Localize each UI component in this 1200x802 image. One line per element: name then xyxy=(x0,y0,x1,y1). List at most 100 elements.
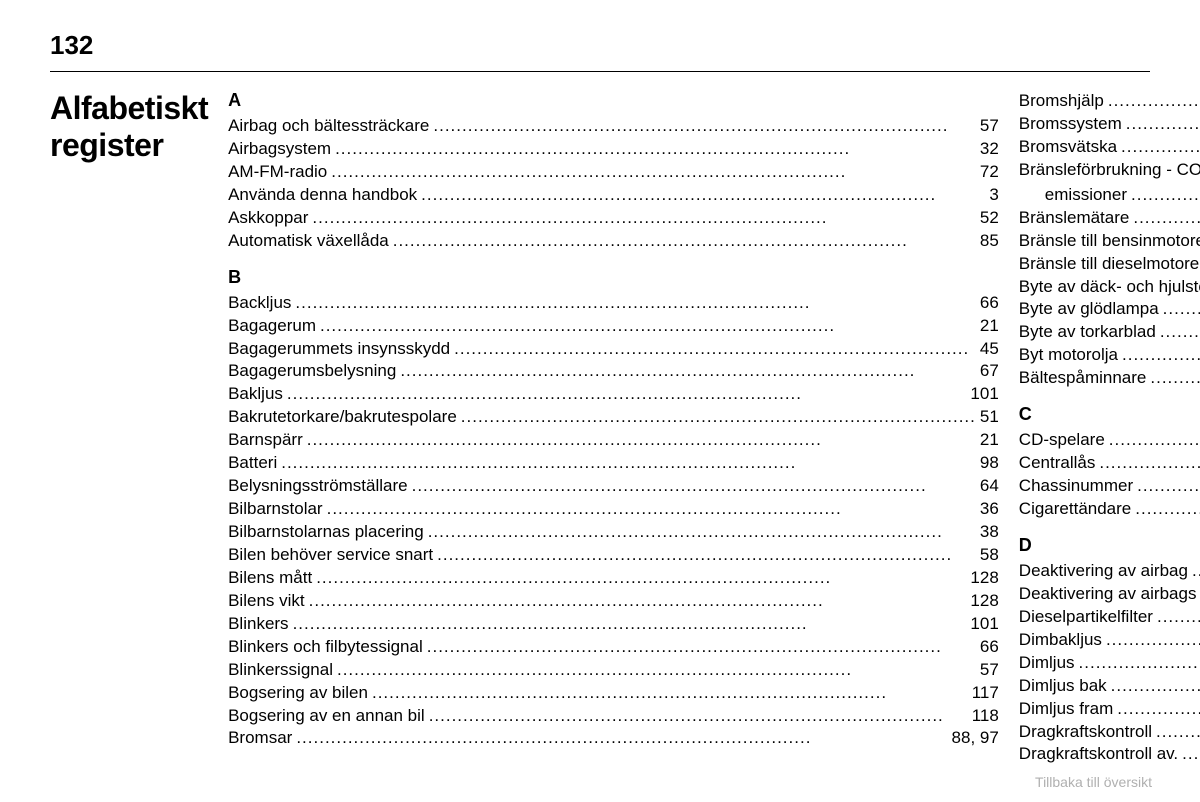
divider xyxy=(50,71,1150,72)
entry-text: Bogsering av en annan bil xyxy=(228,705,425,728)
leader-dots xyxy=(1111,675,1200,698)
index-entry: Byte av däck- och hjulstorlek109 xyxy=(1019,276,1200,299)
page-number: 132 xyxy=(50,30,1150,61)
leader-dots xyxy=(1137,475,1200,498)
entry-text: Bilens vikt xyxy=(228,590,305,613)
entry-text: Airbagsystem xyxy=(228,138,331,161)
leader-dots xyxy=(295,292,975,315)
index-entry: Byt motorolja60 xyxy=(1019,344,1200,367)
index-entry: Dimljus fram66 xyxy=(1019,698,1200,721)
leader-dots xyxy=(327,498,976,521)
leader-dots xyxy=(428,521,976,544)
entry-text: Dimljus fram xyxy=(1019,698,1113,721)
leader-dots xyxy=(1099,452,1200,475)
leader-dots xyxy=(1131,184,1200,207)
entry-text: Blinkers xyxy=(228,613,288,636)
index-entry: Bilens vikt128 xyxy=(228,590,999,613)
entry-text: Automatisk växellåda xyxy=(228,230,389,253)
columns: Alfabetiskt register AAirbag och bältess… xyxy=(50,90,1150,766)
leader-dots xyxy=(309,590,967,613)
index-entry: Dimljus bak61 xyxy=(1019,675,1200,698)
entry-text: Belysningsströmställare xyxy=(228,475,408,498)
entry-text: Blinkers och filbytessignal xyxy=(228,636,423,659)
leader-dots xyxy=(1109,429,1200,452)
index-entry: Bakrutetorkare/bakrutespolare51 xyxy=(228,406,999,429)
entry-text: Dimljus xyxy=(1019,652,1075,675)
entry-pages: 72 xyxy=(980,161,999,184)
index-entry: Bromsvätska97 xyxy=(1019,136,1200,159)
index-entry: Bromshjälp89 xyxy=(1019,90,1200,113)
entry-text: Byte av däck- och hjulstorlek xyxy=(1019,276,1200,299)
index-entry: Bränslemätare54 xyxy=(1019,207,1200,230)
index-entry: Airbagsystem32 xyxy=(228,138,999,161)
entry-text: Airbag och bältessträckare xyxy=(228,115,429,138)
entry-pages: 52 xyxy=(980,207,999,230)
index-entry: AM-FM-radio72 xyxy=(228,161,999,184)
leader-dots xyxy=(312,207,975,230)
entry-text: Bromsvätska xyxy=(1019,136,1117,159)
entry-text: Centrallås xyxy=(1019,452,1096,475)
footer-link[interactable]: Tillbaka till översikt xyxy=(1035,774,1152,790)
entry-text: Chassinummer xyxy=(1019,475,1133,498)
index-entry: Blinkers och filbytessignal66 xyxy=(228,636,999,659)
index-entry: Byte av glödlampa99 xyxy=(1019,298,1200,321)
leader-dots xyxy=(1157,606,1200,629)
entry-text: Bagagerumsbelysning xyxy=(228,360,396,383)
leader-dots xyxy=(1108,90,1200,113)
index-entry: Deaktivering av airbag57 xyxy=(1019,560,1200,583)
entry-pages: 58 xyxy=(980,544,999,567)
leader-dots xyxy=(1163,298,1200,321)
index-entry: Backljus66 xyxy=(228,292,999,315)
entry-text: Deaktivering av airbags xyxy=(1019,583,1197,606)
leader-dots xyxy=(1156,721,1200,744)
letter-heading: D xyxy=(1019,535,1200,556)
entry-pages: 118 xyxy=(972,705,999,728)
index-entry: Bromssystem58 xyxy=(1019,113,1200,136)
column-1: Alfabetiskt register xyxy=(50,90,208,766)
entry-pages: 117 xyxy=(972,682,999,705)
entry-pages: 57 xyxy=(980,115,999,138)
index-entry: Bilbarnstolarnas placering38 xyxy=(228,521,999,544)
leader-dots xyxy=(393,230,976,253)
entry-text: Bränsle till dieselmotorer xyxy=(1019,253,1200,276)
leader-dots xyxy=(1121,136,1200,159)
leader-dots xyxy=(1150,367,1200,390)
leader-dots xyxy=(427,636,976,659)
index-entry: Bränsleförbrukning - CO2- xyxy=(1019,159,1200,184)
entry-text: Barnspärr xyxy=(228,429,303,452)
entry-text: Bilbarnstolarnas placering xyxy=(228,521,424,544)
index-entry: Dieselpartikelfilter60, 83 xyxy=(1019,606,1200,629)
entry-text: Dimljus bak xyxy=(1019,675,1107,698)
index-entry: Dragkraftskontroll89 xyxy=(1019,721,1200,744)
leader-dots xyxy=(1135,498,1200,521)
entry-text: Dieselpartikelfilter xyxy=(1019,606,1153,629)
index-entry: Cigarettändare52 xyxy=(1019,498,1200,521)
entry-text: Bilen behöver service snart xyxy=(228,544,433,567)
index-entry: Airbag och bältessträckare 57 xyxy=(228,115,999,138)
leader-dots xyxy=(331,161,976,184)
entry-text: Byte av glödlampa xyxy=(1019,298,1159,321)
leader-dots xyxy=(1122,344,1200,367)
letter-heading: B xyxy=(228,267,999,288)
entry-text: Dimbakljus xyxy=(1019,629,1102,652)
index-entry: Bränsle till bensinmotorer90 xyxy=(1019,230,1200,253)
index-entry: Dimljus61, 100 xyxy=(1019,652,1200,675)
entry-text: Bränslemätare xyxy=(1019,207,1130,230)
entry-text: CD-spelare xyxy=(1019,429,1105,452)
entry-pages: 3 xyxy=(989,184,998,207)
entry-text: Blinkerssignal xyxy=(228,659,333,682)
entry-pages: 66 xyxy=(980,292,999,315)
index-entry: Barnspärr21 xyxy=(228,429,999,452)
index-entry: emissioner91, 127 xyxy=(1019,184,1200,207)
index-entry: Dimbakljus66 xyxy=(1019,629,1200,652)
leader-dots xyxy=(287,383,967,406)
index-entry: CD-spelare75 xyxy=(1019,429,1200,452)
entry-text: Batteri xyxy=(228,452,277,475)
index-entry: Automatisk växellåda85 xyxy=(228,230,999,253)
column-3: Bromshjälp89Bromssystem58Bromsvätska97Br… xyxy=(1019,90,1200,766)
index-entry: Bromsar88, 97 xyxy=(228,727,999,750)
entry-text: Dragkraftskontroll av. xyxy=(1019,743,1178,766)
entry-pages: 67 xyxy=(980,360,999,383)
leader-dots xyxy=(335,138,976,161)
entry-pages: 51 xyxy=(980,406,999,429)
